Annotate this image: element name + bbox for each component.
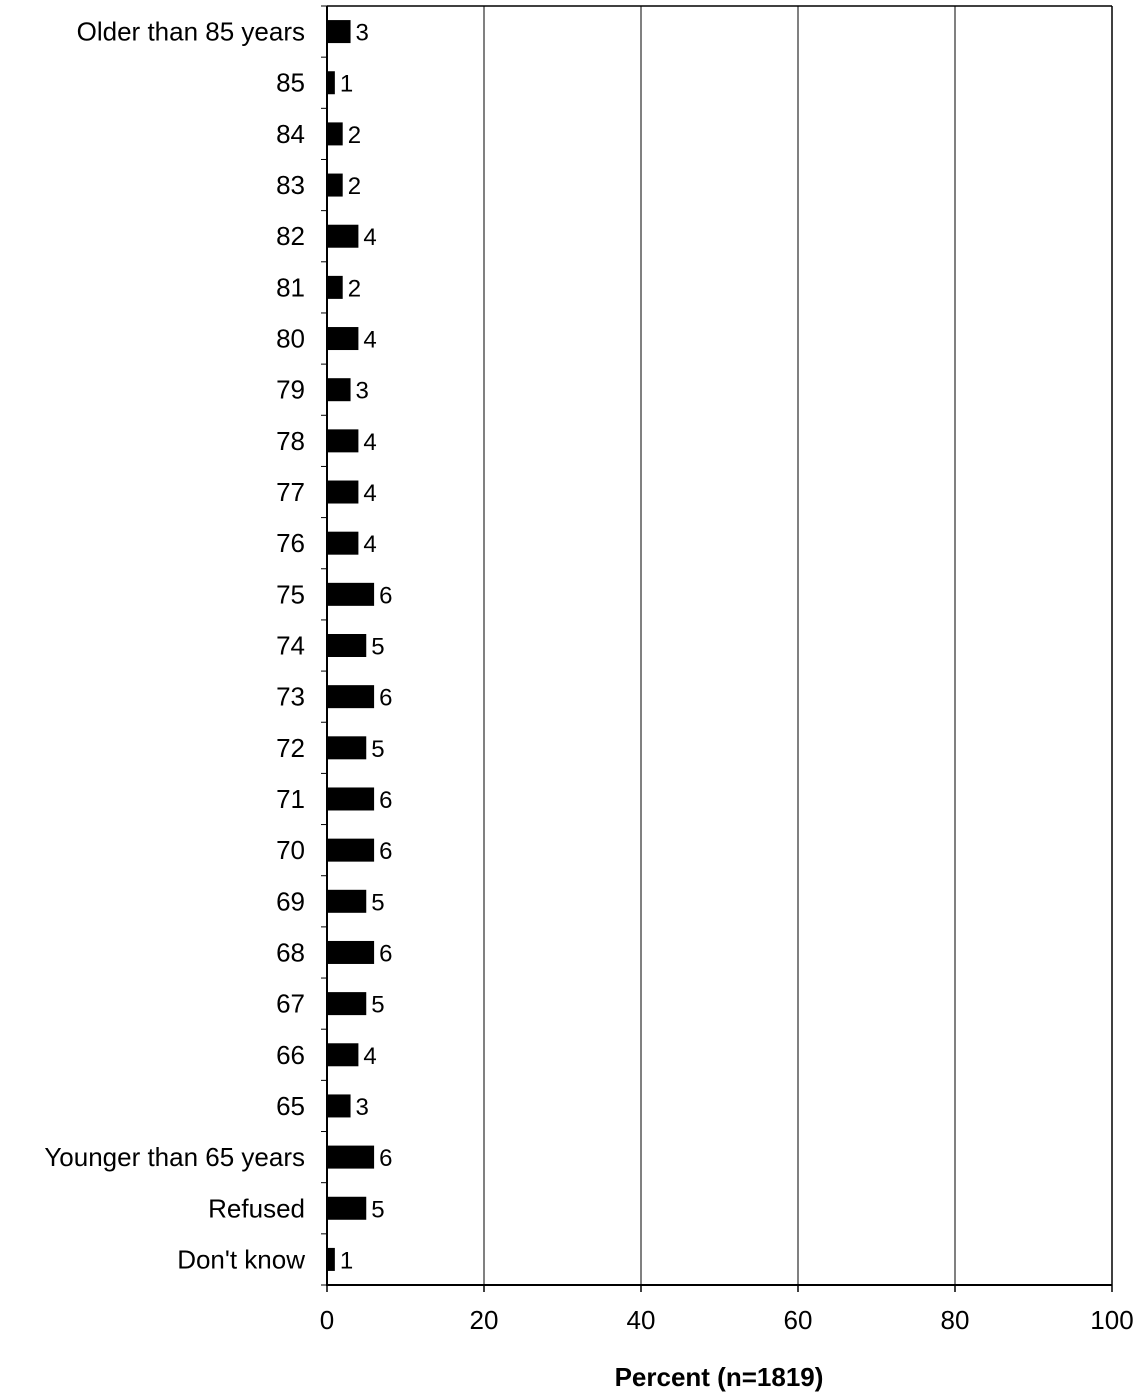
category-label: 81 bbox=[276, 272, 305, 302]
bar bbox=[328, 275, 343, 299]
axes bbox=[321, 5, 1113, 1292]
x-tick-label: 100 bbox=[1090, 1305, 1133, 1335]
data-label: 2 bbox=[348, 275, 361, 302]
category-label: 75 bbox=[276, 579, 305, 609]
data-label: 6 bbox=[379, 582, 392, 609]
category-label: 80 bbox=[276, 324, 305, 354]
bar bbox=[328, 531, 359, 555]
category-label: 78 bbox=[276, 426, 305, 456]
category-label: 79 bbox=[276, 375, 305, 405]
bars bbox=[328, 20, 375, 1271]
category-label: 84 bbox=[276, 119, 305, 149]
category-label: 76 bbox=[276, 528, 305, 558]
bar bbox=[328, 1196, 367, 1220]
category-label: 66 bbox=[276, 1040, 305, 1070]
bar bbox=[328, 736, 367, 760]
data-label: 1 bbox=[340, 71, 353, 98]
category-label: 69 bbox=[276, 886, 305, 916]
category-label: 65 bbox=[276, 1091, 305, 1121]
data-label: 2 bbox=[348, 173, 361, 200]
category-label: Older than 85 years bbox=[77, 17, 305, 47]
data-label: 5 bbox=[371, 736, 384, 763]
bar bbox=[328, 122, 343, 146]
category-label: 67 bbox=[276, 989, 305, 1019]
x-axis-title: Percent (n=1819) bbox=[615, 1362, 824, 1392]
bar bbox=[328, 992, 367, 1016]
bar bbox=[328, 685, 375, 709]
x-tick-label: 20 bbox=[470, 1305, 499, 1335]
data-label: 4 bbox=[363, 429, 376, 456]
category-label: Refused bbox=[208, 1193, 305, 1223]
bar bbox=[328, 634, 367, 657]
category-label: 68 bbox=[276, 937, 305, 967]
data-label: 1 bbox=[340, 1247, 353, 1274]
data-label: 6 bbox=[379, 940, 392, 967]
data-label: 6 bbox=[379, 1145, 392, 1172]
bar bbox=[328, 378, 351, 402]
bar bbox=[328, 889, 367, 913]
bar bbox=[328, 787, 375, 811]
data-label: 4 bbox=[363, 531, 376, 558]
category-label: 83 bbox=[276, 170, 305, 200]
data-label: 3 bbox=[356, 378, 369, 405]
x-tick-label: 60 bbox=[784, 1305, 813, 1335]
bar bbox=[328, 1094, 351, 1118]
category-label: 70 bbox=[276, 835, 305, 865]
bar bbox=[328, 429, 359, 453]
bar bbox=[328, 480, 359, 504]
category-label: Don't know bbox=[177, 1244, 305, 1274]
bar bbox=[328, 582, 375, 606]
bar bbox=[328, 71, 335, 95]
data-label: 5 bbox=[371, 992, 384, 1019]
bar bbox=[328, 224, 359, 248]
data-label: 6 bbox=[379, 838, 392, 865]
category-label: 77 bbox=[276, 477, 305, 507]
category-label: Younger than 65 years bbox=[44, 1142, 305, 1172]
bar bbox=[328, 838, 375, 862]
category-label: 72 bbox=[276, 733, 305, 763]
x-tick-label: 80 bbox=[941, 1305, 970, 1335]
bar bbox=[328, 1247, 335, 1271]
data-label: 2 bbox=[348, 122, 361, 149]
data-label: 5 bbox=[371, 1196, 384, 1223]
data-label: 4 bbox=[363, 224, 376, 251]
category-label: 85 bbox=[276, 68, 305, 98]
data-label: 4 bbox=[363, 1043, 376, 1070]
grid-lines bbox=[483, 6, 1113, 1285]
category-label: 71 bbox=[276, 784, 305, 814]
data-label: 3 bbox=[356, 20, 369, 47]
category-label: 73 bbox=[276, 682, 305, 712]
data-label: 4 bbox=[363, 480, 376, 507]
data-label: 5 bbox=[371, 634, 384, 661]
data-label: 3 bbox=[356, 1094, 369, 1121]
x-tick-label: 0 bbox=[320, 1305, 334, 1335]
category-label: 82 bbox=[276, 221, 305, 251]
bar bbox=[328, 1043, 359, 1067]
bar bbox=[328, 1145, 375, 1169]
labels: 0 20 40 60 80 100 Older than 85 years 3 85 1 84 2 83… bbox=[44, 17, 1133, 1335]
category-label: 74 bbox=[276, 631, 305, 661]
data-label: 5 bbox=[371, 889, 384, 916]
bar bbox=[328, 327, 359, 351]
data-label: 6 bbox=[379, 685, 392, 712]
data-label: 4 bbox=[363, 327, 376, 354]
bar bbox=[328, 940, 375, 964]
data-label: 6 bbox=[379, 787, 392, 814]
bar bbox=[328, 173, 343, 197]
bar bbox=[328, 20, 351, 44]
x-tick-label: 40 bbox=[627, 1305, 656, 1335]
